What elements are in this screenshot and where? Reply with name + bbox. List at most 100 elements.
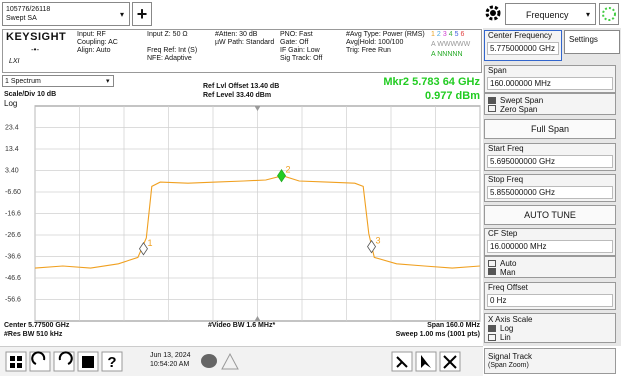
y-tick-label: -56.6 bbox=[5, 297, 21, 304]
info-column: #Avg Type: Power (RMS) Avg|Hold: 100/100… bbox=[346, 31, 425, 55]
stop-freq[interactable]: Stop Freq 5.855000000 GHz bbox=[484, 174, 616, 202]
settings-tab[interactable]: Settings bbox=[564, 30, 620, 54]
help-button[interactable]: ? bbox=[101, 351, 123, 372]
center-frequency[interactable]: Center Frequency 5.775000000 GHz bbox=[484, 30, 562, 61]
trace-number: 5 bbox=[454, 31, 459, 38]
marker-frequency: Mkr2 5.783 64 GHz bbox=[383, 76, 480, 88]
trace-line bbox=[34, 175, 481, 269]
window-selector[interactable]: 1 Spectrum ▾ bbox=[2, 75, 114, 87]
info-line: Trig: Free Run bbox=[346, 47, 391, 54]
info-column: Input: RF Coupling: AC Align: Auto bbox=[77, 31, 118, 55]
undo-button[interactable] bbox=[29, 351, 51, 372]
center-indicator bbox=[254, 106, 261, 111]
field-value: 5.695000000 GHz bbox=[487, 155, 613, 168]
field-label: Stop Freq bbox=[488, 175, 524, 184]
warning-icon[interactable] bbox=[221, 352, 239, 370]
y-tick-label: 13.4 bbox=[5, 146, 19, 153]
span-label: Span 160.0 MHz bbox=[427, 322, 480, 329]
info-line: #Atten: 30 dB bbox=[215, 31, 258, 38]
auto-tune-button[interactable]: AUTO TUNE bbox=[484, 205, 616, 225]
dropdown-arrow: ▾ bbox=[106, 78, 110, 85]
gear bbox=[485, 5, 501, 21]
trace-detectors: A NNNNN bbox=[431, 51, 463, 58]
save-button[interactable] bbox=[77, 351, 99, 372]
sweep-label: Sweep 1.00 ms (1001 pts) bbox=[395, 331, 480, 338]
option: Man bbox=[500, 268, 516, 277]
field-value: 5.775000000 GHz bbox=[487, 42, 559, 55]
info-line: Input: RF bbox=[77, 31, 106, 38]
cursor-button[interactable] bbox=[415, 351, 437, 372]
spectrum-plot: 23.4 13.4 3.40 -6.60 -16.6 -26.6 -36.6 -46.6 -56… bbox=[5, 105, 481, 322]
field-label: X Axis Scale bbox=[488, 315, 533, 324]
span[interactable]: Span 160.000000 MHz bbox=[484, 65, 616, 93]
signal-track[interactable]: Signal Track (Span Zoom) bbox=[484, 348, 616, 374]
marker bbox=[138, 242, 148, 256]
start-freq[interactable]: Start Freq 5.695000000 GHz bbox=[484, 143, 616, 171]
info-line: Input Z: 50 Ω bbox=[147, 31, 188, 38]
ref-level: Ref Level 33.40 dBm bbox=[203, 92, 272, 99]
radio bbox=[488, 105, 496, 112]
marker-label: 1 bbox=[147, 238, 152, 248]
cf-step[interactable]: CF Step 16.000000 MHz bbox=[484, 228, 616, 256]
settings-icon[interactable] bbox=[484, 4, 502, 22]
info-line: Coupling: AC bbox=[77, 39, 118, 46]
info-column: PNO: Fast Gate: Off IF Gain: Low Sig Tra… bbox=[280, 31, 322, 63]
menu-name: Frequency bbox=[526, 10, 569, 20]
brand: KEYSIGHT bbox=[6, 31, 67, 43]
info-column: #Atten: 30 dB µW Path: Standard bbox=[215, 31, 274, 47]
field-value: 5.855000000 GHz bbox=[487, 186, 613, 199]
span-mode[interactable]: Swept Span Zero Span bbox=[484, 93, 616, 115]
field-sub: (Span Zoom) bbox=[488, 362, 529, 369]
option: Zero Span bbox=[500, 105, 538, 114]
field-label: CF Step bbox=[488, 229, 518, 238]
windows-button[interactable] bbox=[5, 351, 27, 372]
trace-number: 6 bbox=[460, 31, 465, 38]
full-span-button[interactable]: Full Span bbox=[484, 119, 616, 139]
field-label: Span bbox=[488, 66, 507, 75]
y-tick-label: 23.4 bbox=[5, 125, 19, 132]
freq-offset[interactable]: Freq Offset 0 Hz bbox=[484, 282, 616, 310]
date: Jun 13, 2024 bbox=[150, 352, 191, 359]
info-line: Freq Ref: Int (S) bbox=[147, 47, 198, 54]
option: Swept Span bbox=[500, 96, 544, 105]
dropdown-arrow: ▾ bbox=[120, 10, 125, 19]
info-line: Align: Auto bbox=[77, 47, 111, 54]
cf-step-mode[interactable]: Auto Man bbox=[484, 256, 616, 278]
trace-number: 4 bbox=[448, 31, 453, 38]
tool-button[interactable] bbox=[391, 351, 413, 372]
marker-amplitude: 0.977 dBm bbox=[424, 90, 480, 102]
info-line: #Avg Type: Power (RMS) bbox=[346, 31, 425, 38]
add-button[interactable]: + bbox=[132, 2, 152, 26]
marker bbox=[367, 239, 377, 254]
menu-selector[interactable]: Frequency ▾ bbox=[505, 3, 596, 25]
field-label: Freq Offset bbox=[488, 283, 528, 292]
status-icon[interactable] bbox=[599, 3, 619, 25]
mode-selector[interactable]: 105776/26118 Swept SA ▾ bbox=[2, 2, 130, 26]
info-line: IF Gain: Low bbox=[280, 47, 320, 54]
trace-number: 1 bbox=[431, 31, 435, 38]
marker-label: 2 bbox=[286, 165, 291, 175]
zoom-button[interactable] bbox=[439, 351, 461, 372]
info-line: NFE: Adaptive bbox=[147, 55, 192, 62]
field-label: Start Freq bbox=[488, 144, 524, 153]
option: Lin bbox=[500, 333, 511, 342]
chat-icon[interactable] bbox=[201, 354, 217, 368]
field-value: 16.000000 MHz bbox=[487, 240, 613, 253]
info-bar: KEYSIGHT LXI -•- Input: RF Coupling: AC … bbox=[2, 29, 482, 73]
center-label: Center 5.77500 GHz bbox=[4, 322, 70, 329]
option: Auto bbox=[500, 259, 517, 268]
y-tick-label: 3.40 bbox=[5, 168, 19, 175]
redo-button[interactable] bbox=[53, 351, 75, 372]
y-tick-label: -26.6 bbox=[5, 232, 21, 239]
field-label: Center Frequency bbox=[488, 31, 553, 40]
mode-name: Swept SA bbox=[6, 15, 37, 22]
radio-selected bbox=[488, 325, 496, 332]
ref-offset: Ref Lvl Offset 13.40 dB bbox=[203, 83, 280, 90]
radio-selected bbox=[488, 268, 496, 275]
x-axis-scale[interactable]: X Axis Scale Log Lin bbox=[484, 313, 616, 343]
marker-label: 3 bbox=[376, 236, 381, 246]
info-line: Sig Track: Off bbox=[280, 55, 323, 62]
